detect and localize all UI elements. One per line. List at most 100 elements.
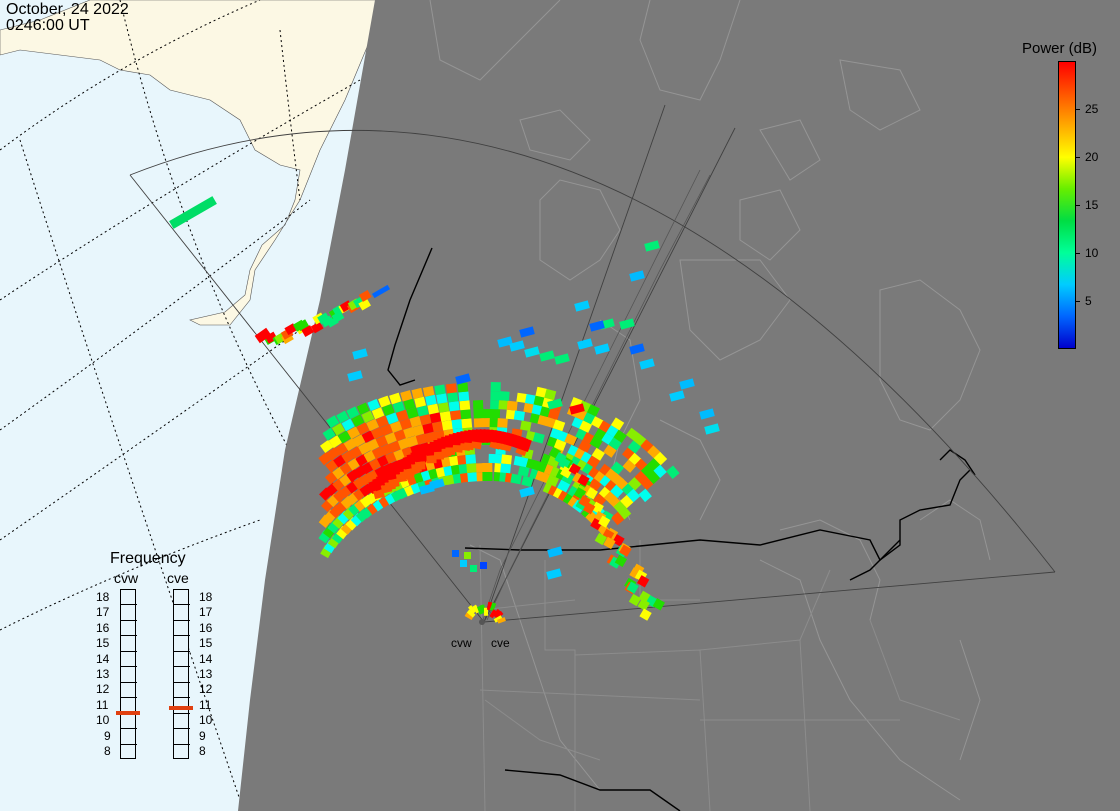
frequency-level-label: 16	[96, 620, 110, 635]
freq-radar-name-cve: cve	[167, 570, 189, 586]
backscatter-cell	[366, 438, 380, 452]
backscatter-cell	[341, 418, 355, 432]
backscatter-cell	[666, 465, 680, 479]
backscatter-cell	[547, 546, 563, 558]
backscatter-cell	[336, 410, 350, 424]
backscatter-cell	[626, 581, 639, 594]
backscatter-cell	[619, 544, 632, 557]
backscatter-cell	[415, 433, 428, 445]
backscatter-cell	[519, 486, 535, 498]
backscatter-cell	[347, 426, 361, 440]
backscatter-cell	[481, 408, 492, 419]
frequency-gauge-gridline	[121, 619, 137, 621]
backscatter-cell	[352, 348, 368, 360]
backscatter-cell	[414, 461, 426, 470]
backscatter-cell	[585, 487, 598, 500]
backscatter-cell	[409, 416, 422, 428]
frequency-level-label: 10	[96, 713, 110, 728]
backscatter-cell	[520, 420, 532, 432]
backscatter-cell	[452, 550, 459, 557]
time-label: 0246:00 UT	[6, 17, 90, 34]
backscatter-cell	[356, 402, 370, 415]
backscatter-cell	[388, 478, 400, 488]
frequency-level-label: 16	[199, 620, 213, 635]
backscatter-cell	[500, 463, 512, 474]
backscatter-cell	[603, 444, 617, 458]
frequency-level-label: 10	[199, 713, 213, 728]
backscatter-cell	[397, 437, 411, 450]
backscatter-cell	[501, 454, 513, 465]
backscatter-cell	[497, 418, 508, 428]
backscatter-cell	[594, 532, 607, 546]
backscatter-cell	[450, 410, 462, 421]
backscatter-cell	[699, 408, 715, 420]
backscatter-cell	[603, 536, 616, 550]
backscatter-cell	[480, 562, 487, 569]
backscatter-cell	[653, 451, 668, 466]
frequency-gauge-gridline	[174, 635, 190, 637]
backscatter-cell	[613, 429, 627, 443]
backscatter-cell	[492, 608, 501, 618]
frequency-level-label: 13	[199, 667, 213, 681]
backscatter-cell	[264, 331, 278, 344]
frequency-level-label: 14	[96, 651, 110, 666]
backscatter-cell	[473, 418, 485, 428]
alaska-landmass	[0, 0, 381, 326]
colorbar-tick	[1075, 157, 1080, 158]
backscatter-cell	[592, 493, 607, 507]
backscatter-cell	[564, 433, 578, 446]
backscatter-cell	[467, 472, 479, 482]
backscatter-cell	[429, 412, 442, 424]
backscatter-cell	[539, 350, 555, 362]
backscatter-cell	[447, 392, 459, 403]
frequency-marker-cvw	[116, 710, 140, 715]
backscatter-cell	[460, 409, 472, 420]
latitude-lines	[0, 0, 361, 631]
backscatter-cell	[490, 381, 501, 392]
country-borders	[387, 247, 976, 811]
date-label: October, 24 2022	[6, 1, 129, 18]
backscatter-cell	[489, 417, 500, 428]
frequency-level-label: 9	[104, 728, 111, 743]
backscatter-cell	[466, 609, 476, 618]
frequency-gauge-gridline	[174, 712, 190, 714]
backscatter-cell	[319, 439, 334, 454]
backscatter-cell	[389, 392, 402, 405]
backscatter-cell	[482, 462, 493, 473]
backscatter-cell	[627, 440, 642, 454]
backscatter-cell	[358, 442, 372, 455]
backscatter-cell	[396, 409, 409, 422]
power-colorbar	[1058, 61, 1076, 349]
frequency-gauge-gridline	[121, 650, 137, 652]
backscatter-cell	[457, 454, 469, 465]
backscatter-cell	[494, 610, 504, 620]
colorbar-tick-label: 10	[1085, 246, 1099, 260]
backscatter-cell	[629, 343, 645, 355]
colorbar-tick	[1075, 301, 1080, 302]
backscatter-cell	[467, 605, 477, 614]
backscatter-cell	[399, 418, 412, 430]
backscatter-cell	[679, 378, 695, 390]
backscatter-cell	[436, 393, 448, 404]
frequency-level-label: 17	[199, 605, 213, 620]
backscatter-cell	[361, 410, 375, 423]
backscatter-cell	[532, 432, 545, 444]
backscatter-cell	[619, 318, 635, 330]
radar-site-marker	[479, 619, 485, 625]
backscatter-cell	[577, 474, 590, 487]
backscatter-cell	[427, 403, 440, 415]
colorbar-title: Power (dB)	[1022, 40, 1098, 57]
backscatter-cell	[403, 426, 416, 439]
backscatter-cell	[331, 310, 345, 323]
backscatter-cell	[346, 406, 360, 419]
backscatter-cell	[578, 440, 592, 453]
frequency-level-label: 8	[104, 744, 111, 759]
backscatter-cell	[639, 358, 655, 370]
backscatter-cell	[296, 319, 310, 332]
backscatter-cell	[638, 488, 652, 503]
colorbar-tick	[1075, 253, 1080, 254]
backscatter-cell	[579, 420, 593, 433]
backscatter-cell	[484, 607, 488, 616]
frequency-level-label: 12	[96, 682, 110, 697]
backscatter-cell	[472, 604, 480, 614]
